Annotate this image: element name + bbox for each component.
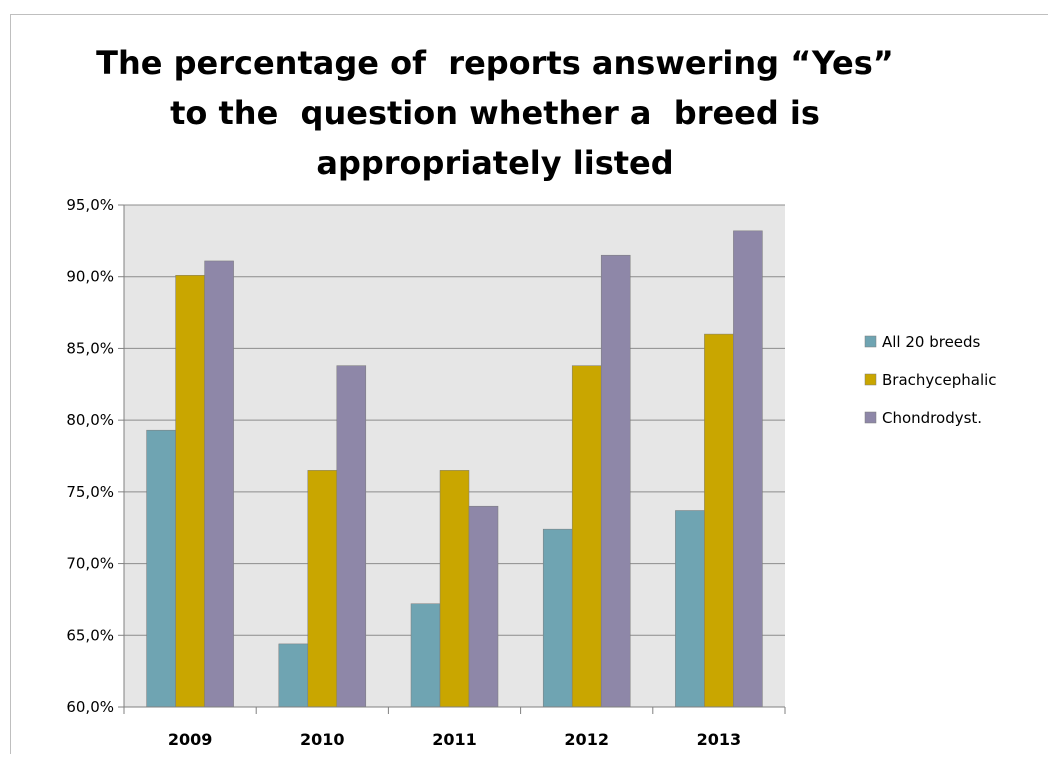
y-tick-label: 75,0% <box>66 483 114 501</box>
chart-title-line-1: The percentage of reports answering “Yes… <box>96 44 894 82</box>
y-tick-label: 85,0% <box>66 339 114 357</box>
axes <box>123 205 785 708</box>
bar-brachycephalic-2013 <box>704 333 734 708</box>
chart-title: The percentage of reports answering “Yes… <box>60 38 930 188</box>
bar-brachycephalic-2009 <box>175 275 205 708</box>
x-tick-label: 2010 <box>300 730 345 749</box>
bar-all-20-breeds-2010 <box>278 643 309 708</box>
bar-brachycephalic-2011 <box>439 470 470 708</box>
bar-chondrodyst-2010 <box>336 365 367 708</box>
bar-chondrodyst-2013 <box>733 230 763 708</box>
y-axis-ticks: 60,0% 65,0% 70,0% 75,0% 80,0% 85,0% 90,0% 95,0% <box>66 196 124 716</box>
legend-label: Chondrodyst. <box>882 409 982 427</box>
chart-frame <box>10 14 1048 754</box>
y-tick-label: 80,0% <box>66 411 114 429</box>
y-tick-label: 95,0% <box>66 196 114 214</box>
x-axis-ticks: 2009 2010 2011 2012 2013 <box>123 707 786 749</box>
bar-brachycephalic-2010 <box>307 470 338 708</box>
x-tick-label: 2009 <box>168 730 213 749</box>
legend-label: Brachycephalic <box>882 371 997 389</box>
bar-brachycephalic-2012 <box>571 365 602 708</box>
legend-label: All 20 breeds <box>882 333 981 351</box>
legend-swatch <box>864 373 877 386</box>
y-tick-label: 60,0% <box>66 698 114 716</box>
bar-all-20-breeds-2011 <box>410 603 441 708</box>
y-tick-label: 70,0% <box>66 555 114 573</box>
legend: All 20 breeds Brachycephalic Chondrodyst. <box>864 333 997 427</box>
chart-title-line-3: appropriately listed <box>316 144 674 182</box>
bar-chondrodyst-2009 <box>204 260 234 708</box>
x-tick-label: 2011 <box>432 730 477 749</box>
legend-swatch <box>864 335 877 348</box>
bar-all-20-breeds-2013 <box>675 510 705 708</box>
bar-all-20-breeds-2009 <box>146 429 176 708</box>
x-tick-label: 2013 <box>697 730 742 749</box>
legend-swatch <box>864 411 877 424</box>
chart-title-line-2: to the question whether a breed is <box>170 94 820 132</box>
bar-all-20-breeds-2012 <box>542 528 573 708</box>
y-tick-label: 90,0% <box>66 268 114 286</box>
bar-chondrodyst-2012 <box>600 254 631 708</box>
y-tick-label: 65,0% <box>66 626 114 644</box>
x-tick-label: 2012 <box>564 730 609 749</box>
bar-chondrodyst-2011 <box>468 505 499 708</box>
